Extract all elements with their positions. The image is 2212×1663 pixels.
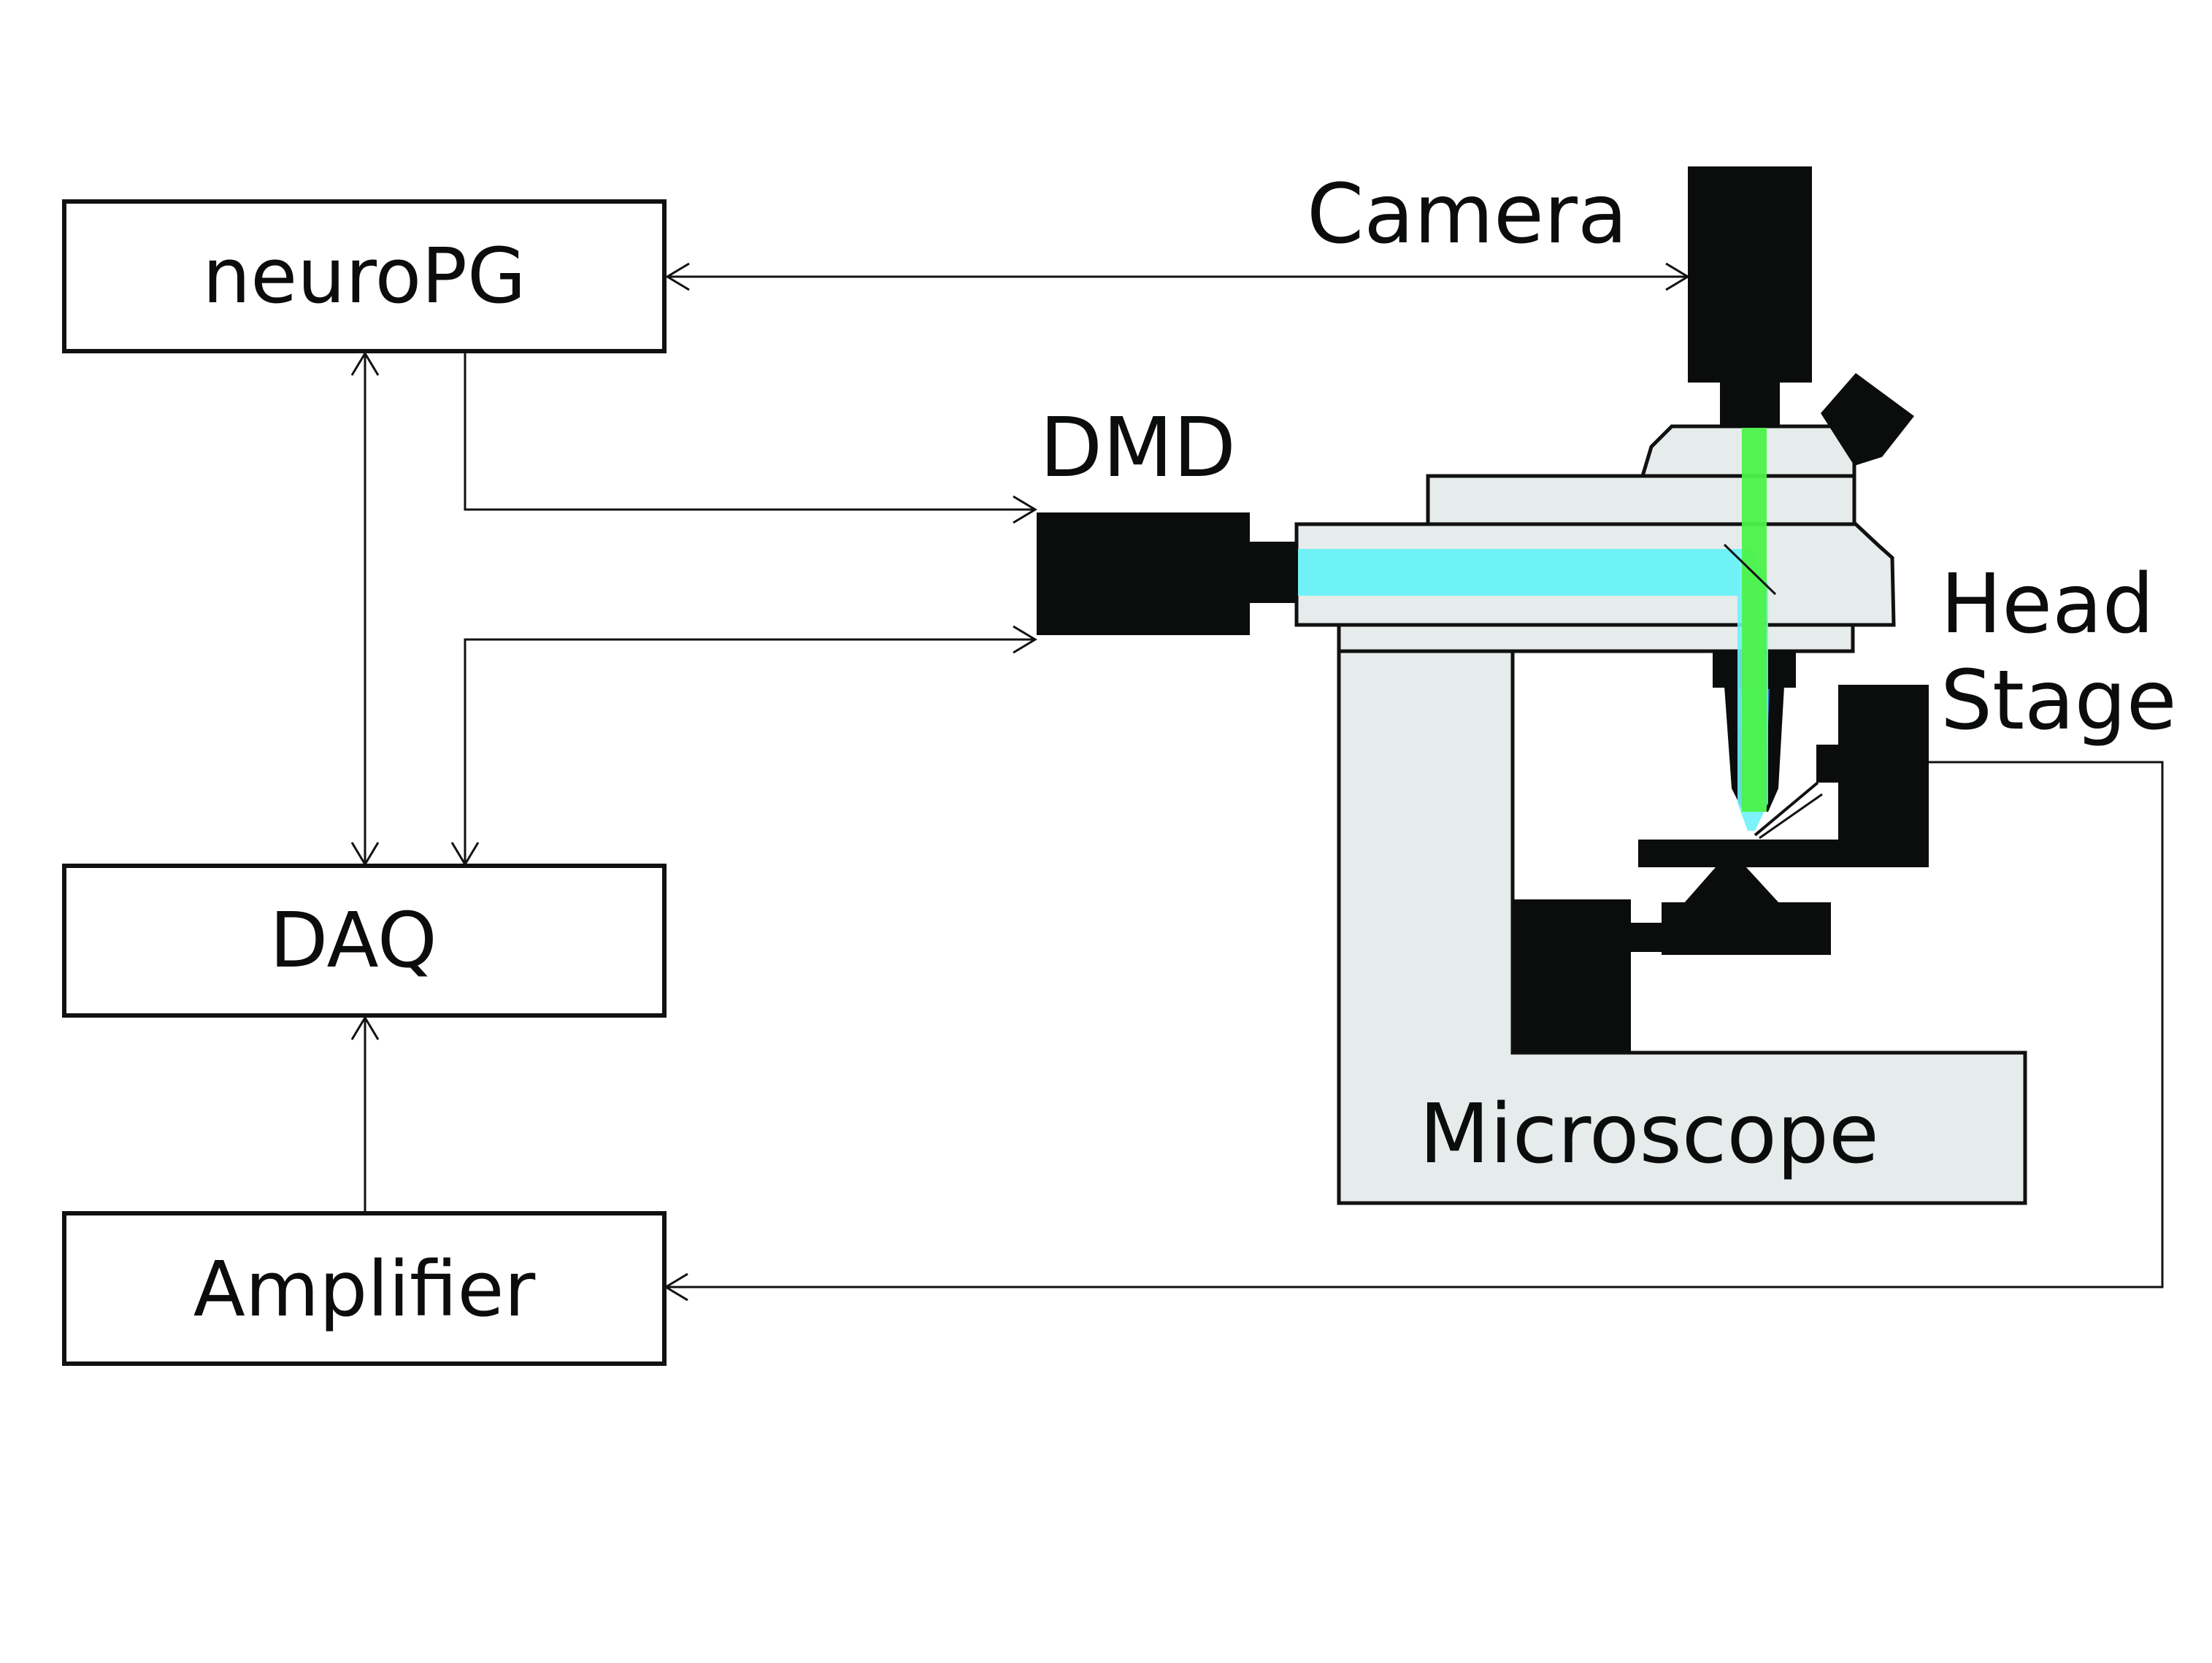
connector-neuropg-dmd — [464, 353, 1037, 524]
connector-headstage-amplifier — [664, 761, 2164, 1302]
neuropg-block: neuroPG — [62, 199, 667, 353]
dmd-body — [1037, 512, 1250, 635]
eyepiece-icon — [1821, 373, 1914, 466]
connector-neuropg-camera — [665, 262, 1690, 291]
green-light-path — [1742, 428, 1767, 812]
connector-dmd-daq — [450, 625, 1037, 867]
head-stage-box — [1838, 685, 1929, 840]
condenser — [1662, 902, 1831, 955]
microscope — [1037, 166, 2027, 1205]
stage — [1638, 840, 1929, 867]
focus-knob-housing — [1513, 899, 1631, 1053]
dichroic-mirror — [1723, 543, 1777, 596]
head-stage-label-line1: Head — [1940, 557, 2154, 652]
head-stage-label-line2: Stage — [1940, 653, 2177, 748]
daq-block: DAQ — [62, 864, 667, 1018]
connector-amplifier-daq — [350, 1015, 380, 1212]
daq-label: DAQ — [269, 896, 437, 985]
neuropg-label: neuroPG — [202, 231, 526, 320]
amplifier-block: Amplifier — [62, 1211, 667, 1366]
blue-light-path — [1298, 549, 1739, 596]
camera-body — [1688, 166, 1812, 383]
dmd-label: DMD — [1040, 401, 1236, 496]
connector-neuropg-daq — [350, 351, 380, 867]
microscope-label: Microscope — [1419, 1087, 1879, 1182]
camera-label: Camera — [1307, 167, 1628, 262]
amplifier-label: Amplifier — [193, 1245, 536, 1334]
